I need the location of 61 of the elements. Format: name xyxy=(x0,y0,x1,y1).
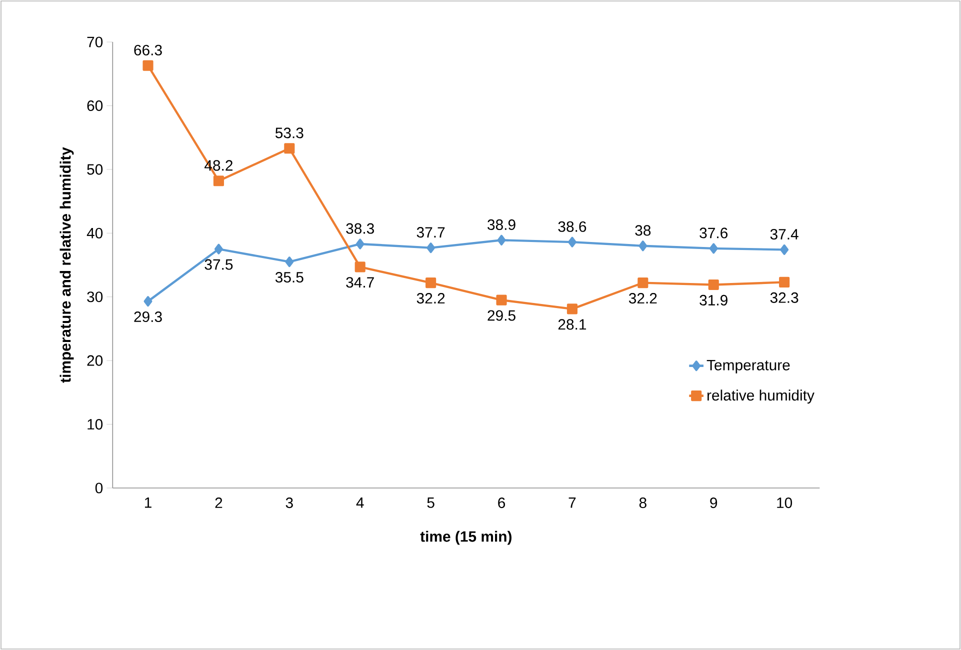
data-label: 32.2 xyxy=(628,292,657,304)
x-tick-label: 7 xyxy=(568,497,576,508)
y-tick-label: 70 xyxy=(87,36,103,48)
x-axis-title: time (15 min) xyxy=(420,530,512,545)
data-label: 35.5 xyxy=(275,272,304,283)
point xyxy=(285,256,294,268)
point xyxy=(497,234,506,246)
data-label: 37.7 xyxy=(416,227,445,238)
point xyxy=(426,278,436,288)
legend-label: relative humidity xyxy=(707,390,814,404)
x-tick-label: 10 xyxy=(777,497,792,508)
point xyxy=(213,176,224,186)
data-label: 34.7 xyxy=(346,277,374,288)
data-label: 66.3 xyxy=(134,44,162,56)
x-tick-label: 2 xyxy=(215,497,222,508)
point xyxy=(496,294,507,306)
data-label: 37.4 xyxy=(770,228,798,240)
y-tick-label: 30 xyxy=(87,292,103,302)
x-tick-label: 9 xyxy=(710,497,718,508)
point xyxy=(214,244,223,254)
x-tick-label: 6 xyxy=(498,497,506,508)
point xyxy=(144,296,152,307)
point xyxy=(779,276,790,288)
data-label: 32.2 xyxy=(416,292,445,304)
data-label: 38.9 xyxy=(488,219,516,230)
y-tick-label: 40 xyxy=(86,228,103,238)
data-label: 29.3 xyxy=(134,311,162,322)
x-tick-label: 5 xyxy=(427,497,434,508)
x-tick-label: 4 xyxy=(356,497,364,508)
point xyxy=(284,143,295,154)
x-tick-label: 3 xyxy=(286,497,293,508)
y-tick-label: 20 xyxy=(87,355,103,366)
legend-label: Temperature xyxy=(706,360,790,374)
point xyxy=(354,262,366,272)
y-tick-label: 10 xyxy=(88,418,103,430)
x-tick-label: 8 xyxy=(639,497,646,508)
point xyxy=(568,236,576,248)
point xyxy=(709,243,718,254)
y-axis-title: timperature and relative humidity xyxy=(60,147,74,383)
x-tick-label: 1 xyxy=(144,497,152,508)
point xyxy=(566,304,578,314)
data-label: 28.1 xyxy=(558,319,586,330)
point xyxy=(142,60,154,71)
point xyxy=(708,279,719,290)
data-label: 38.3 xyxy=(346,223,374,234)
y-tick-label: 60 xyxy=(87,100,103,111)
data-label: 29.5 xyxy=(488,310,516,321)
data-label: 31.9 xyxy=(700,294,728,306)
y-tick-label: 50 xyxy=(87,164,103,175)
y-tick-label: 0 xyxy=(95,482,103,494)
data-label: 32.3 xyxy=(770,292,798,303)
data-label: 37.6 xyxy=(700,228,728,238)
data-label: 53.3 xyxy=(275,128,304,138)
data-label: 38.6 xyxy=(558,221,586,232)
data-label: 38 xyxy=(635,225,651,236)
point xyxy=(638,278,648,288)
data-label: 37.5 xyxy=(204,259,233,270)
point xyxy=(426,242,436,254)
point xyxy=(638,240,648,252)
point xyxy=(780,244,789,255)
point xyxy=(356,238,364,250)
